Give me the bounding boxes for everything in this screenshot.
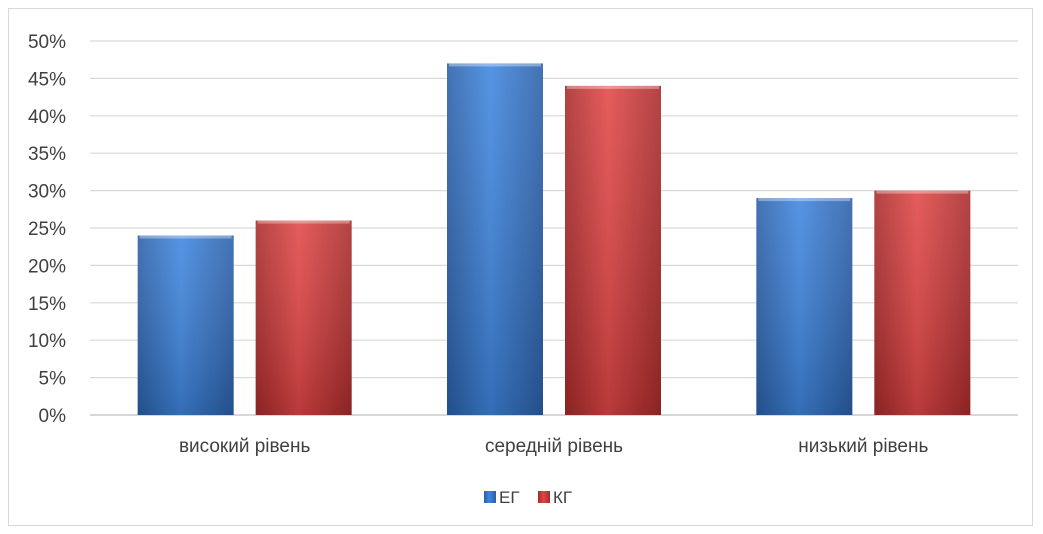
y-tick-label: 20%	[28, 256, 66, 277]
legend-label: ЕГ	[499, 488, 520, 507]
y-tick-label: 5%	[39, 369, 67, 390]
y-tick-label: 25%	[28, 219, 66, 240]
y-tick-label: 10%	[28, 331, 66, 352]
y-tick-label: 40%	[28, 107, 66, 128]
y-axis-ticks: 0% 5% 10% 15% 20% 25% 30% 35% 40% 45% 50%	[28, 32, 66, 427]
x-category-label: високий рівень	[179, 436, 311, 457]
legend-swatch	[538, 491, 550, 503]
bar-eg-0	[137, 235, 234, 415]
bar-kg-0	[255, 220, 352, 415]
y-tick-label: 15%	[28, 294, 66, 315]
x-axis-categories: високий рівень середній рівень низький рів…	[179, 436, 929, 457]
bar-kg-1	[565, 85, 661, 415]
gridlines	[90, 40, 1018, 416]
y-tick-label: 45%	[28, 69, 66, 90]
bar-kg-2	[874, 190, 971, 415]
bar-eg-1	[447, 63, 543, 415]
bars	[137, 63, 971, 415]
legend-swatch	[484, 491, 496, 503]
legend-item-kg: КГ	[538, 488, 572, 507]
y-tick-label: 50%	[28, 32, 66, 53]
y-tick-label: 35%	[28, 144, 66, 165]
x-category-label: низький рівень	[798, 436, 928, 457]
bar-eg-2	[756, 198, 853, 415]
legend: ЕГ КГ	[484, 488, 572, 507]
x-category-label: середній рівень	[485, 436, 623, 457]
legend-item-eg: ЕГ	[484, 488, 520, 507]
legend-label: КГ	[553, 488, 572, 507]
y-tick-label: 30%	[28, 182, 66, 203]
y-tick-label: 0%	[39, 406, 67, 427]
